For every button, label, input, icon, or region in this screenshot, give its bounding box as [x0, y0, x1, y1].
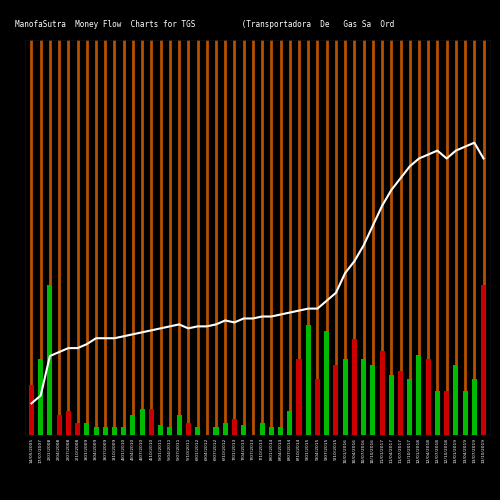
Bar — [407, 379, 412, 435]
Bar — [454, 365, 458, 435]
Bar — [416, 355, 422, 435]
Bar — [195, 427, 200, 435]
Bar — [102, 427, 108, 435]
Bar — [334, 365, 338, 435]
Bar — [56, 415, 62, 435]
Bar — [38, 359, 43, 435]
Bar — [472, 379, 477, 435]
Bar — [380, 351, 384, 435]
Bar — [296, 359, 302, 435]
Bar — [241, 425, 246, 435]
Bar — [370, 365, 376, 435]
Bar — [176, 415, 182, 435]
Bar — [232, 419, 237, 435]
Bar — [168, 427, 172, 435]
Bar — [342, 359, 347, 435]
Bar — [481, 285, 486, 435]
Text: ManofaSutra  Money Flow  Charts for TGS          (Transportadora  De   Gas Sa  O: ManofaSutra Money Flow Charts for TGS (T… — [15, 20, 394, 29]
Bar — [462, 391, 468, 435]
Bar — [29, 385, 34, 435]
Bar — [158, 425, 163, 435]
Bar — [214, 427, 218, 435]
Bar — [84, 423, 89, 435]
Bar — [315, 379, 320, 435]
Bar — [288, 411, 292, 435]
Bar — [435, 391, 440, 435]
Bar — [149, 409, 154, 435]
Bar — [66, 411, 71, 435]
Bar — [388, 375, 394, 435]
Bar — [306, 325, 311, 435]
Bar — [444, 391, 449, 435]
Bar — [426, 359, 430, 435]
Bar — [222, 423, 228, 435]
Bar — [269, 427, 274, 435]
Bar — [260, 423, 264, 435]
Bar — [324, 331, 329, 435]
Bar — [121, 427, 126, 435]
Bar — [186, 423, 191, 435]
Bar — [130, 415, 136, 435]
Bar — [352, 339, 357, 435]
Bar — [398, 371, 403, 435]
Bar — [278, 427, 283, 435]
Bar — [94, 427, 98, 435]
Bar — [140, 409, 144, 435]
Bar — [75, 423, 80, 435]
Bar — [112, 427, 117, 435]
Bar — [48, 285, 52, 435]
Bar — [361, 359, 366, 435]
